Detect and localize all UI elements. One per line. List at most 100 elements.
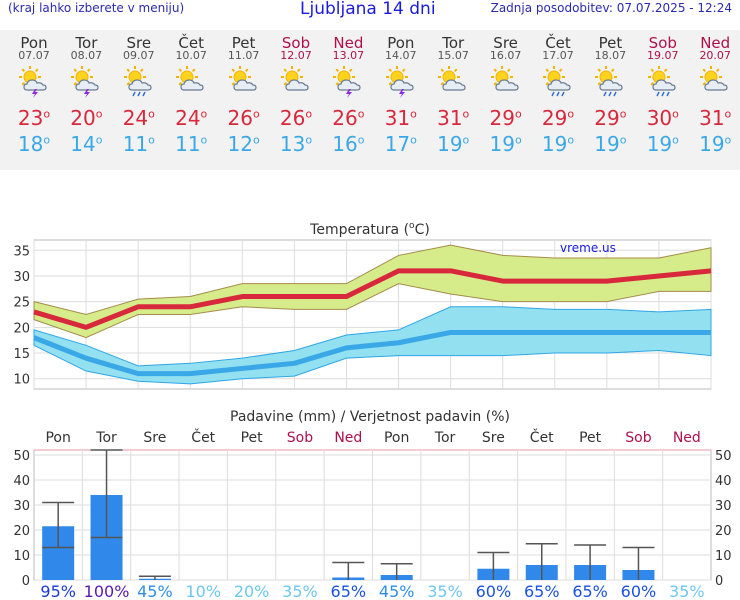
location-hint[interactable]: (kraj lahko izberete v meniju) (8, 1, 185, 15)
temp-min: 19o (437, 132, 470, 156)
day-date: 18.07 (594, 49, 627, 62)
x-category-label: Tor (434, 430, 456, 446)
day-name: Tor (442, 34, 465, 52)
probability-label: 65% (331, 582, 367, 600)
sun-thunderstorm-icon (18, 66, 50, 98)
x-category-label: Čet (530, 428, 554, 446)
temp-max: 24o (122, 106, 155, 130)
probability-label: 60% (476, 582, 512, 600)
day-column[interactable]: Sob 12.07 26o 13o (270, 30, 322, 156)
temp-min: 17o (384, 132, 417, 156)
y-tick-label-left: 0 (22, 574, 30, 589)
probability-label: 35% (669, 582, 705, 600)
day-name: Pet (231, 34, 256, 52)
x-category-label: Pet (241, 430, 264, 446)
day-name: Ned (333, 34, 364, 52)
temp-chart-title: Temperatura (oC) (309, 221, 430, 238)
day-date: 19.07 (647, 49, 679, 62)
temp-min: 11o (175, 132, 208, 156)
probability-label: 100% (84, 582, 130, 600)
temp-min: 14o (70, 132, 103, 156)
temp-max: 24o (175, 106, 208, 130)
day-column[interactable]: Pon 14.07 31o 17o (375, 30, 427, 156)
watermark: vreme.us (560, 241, 616, 255)
day-name: Tor (75, 34, 98, 52)
y-tick-label-right: 30 (715, 499, 732, 514)
y-tick-label-right: 20 (715, 524, 732, 539)
day-column[interactable]: Sre 16.07 29o 19o (480, 30, 532, 156)
temp-max: 31o (699, 106, 732, 130)
title-unit: C) (415, 222, 430, 238)
x-category-label: Sre (482, 430, 505, 446)
day-date: 20.07 (699, 49, 731, 62)
day-name: Čet (545, 34, 571, 52)
day-column[interactable]: Čet 17.07 29o 19o (532, 30, 584, 156)
sun-cloud-rain-icon (542, 66, 574, 98)
day-column[interactable]: Čet 10.07 24o 11o (165, 30, 217, 156)
y-tick-label-left: 50 (13, 449, 30, 464)
day-name: Pon (387, 34, 415, 52)
temp-max: 29o (489, 106, 522, 130)
probability-label: 45% (379, 582, 415, 600)
sun-cloud-rain-icon (647, 66, 679, 98)
day-name: Čet (178, 34, 204, 52)
day-date: 10.07 (175, 49, 207, 62)
precip-chart-title: Padavine (mm) / Verjetnost padavin (%) (230, 409, 510, 425)
y-tick-label-right: 50 (715, 449, 732, 464)
day-name: Pet (598, 34, 623, 52)
temp-min: 18o (17, 132, 51, 156)
probability-label: 10% (185, 582, 221, 600)
temp-min: 19o (541, 132, 575, 156)
y-tick-label-left: 20 (13, 524, 30, 539)
y-tick-label-right: 40 (715, 474, 732, 489)
y-tick-label: 20 (13, 321, 30, 336)
day-column[interactable]: Pet 11.07 26o 12o (218, 30, 270, 156)
day-column[interactable]: Tor 15.07 31o 19o (427, 30, 479, 156)
probability-label: 95% (40, 582, 76, 600)
sun-thunderstorm-icon (332, 66, 364, 98)
temp-min: 16o (332, 132, 365, 156)
probability-label: 35% (427, 582, 463, 600)
day-name: Sob (648, 34, 677, 52)
probability-label: 65% (572, 582, 608, 600)
temp-min: 19o (699, 132, 732, 156)
day-name: Pon (20, 34, 48, 52)
y-tick-label: 25 (13, 296, 30, 311)
day-date: 17.07 (542, 49, 574, 62)
y-tick-label: 10 (13, 373, 30, 388)
day-column[interactable]: Tor 08.07 20o 14o (60, 30, 112, 156)
sun-thunderstorm-icon (385, 66, 417, 98)
probability-label: 60% (621, 582, 657, 600)
temp-min: 13o (279, 132, 313, 156)
day-date: 07.07 (18, 49, 50, 62)
temp-max: 29o (594, 106, 627, 130)
y-tick-label-right: 10 (715, 549, 732, 564)
day-column[interactable]: Sre 09.07 24o 11o (113, 30, 165, 156)
temp-min: 12o (227, 132, 260, 156)
sun-cloud-icon (437, 66, 469, 98)
day-column[interactable]: Sob 19.07 30o 19o (637, 30, 689, 156)
y-tick-label: 15 (13, 347, 30, 362)
y-tick-label: 35 (13, 244, 30, 259)
temp-max: 20o (70, 106, 103, 130)
temp-max: 30o (646, 106, 679, 130)
y-tick-label-left: 40 (13, 474, 30, 489)
sun-cloud-rain-icon (123, 66, 155, 98)
x-category-label: Sre (143, 430, 166, 446)
day-column[interactable]: Pet 18.07 29o 19o (584, 30, 636, 156)
day-date: 12.07 (280, 49, 312, 62)
day-column[interactable]: Ned 13.07 26o 16o (322, 30, 374, 156)
day-column[interactable]: Pon 07.07 23o 18o (8, 30, 60, 156)
temp-max: 26o (227, 106, 260, 130)
temp-max: 26o (279, 106, 313, 130)
temp-min: 19o (594, 132, 627, 156)
day-date: 09.07 (123, 49, 155, 62)
x-category-label: Pon (45, 430, 70, 446)
forecast-strip: Pon 07.07 23o 18o Tor 08.07 20o 14o Sre 09… (0, 30, 740, 170)
day-date: 15.07 (437, 49, 469, 62)
probability-label: 20% (234, 582, 270, 600)
day-column[interactable]: Ned 20.07 31o 19o (689, 30, 740, 156)
page-title: Ljubljana 14 dni (300, 0, 436, 19)
day-name: Sob (281, 34, 311, 52)
